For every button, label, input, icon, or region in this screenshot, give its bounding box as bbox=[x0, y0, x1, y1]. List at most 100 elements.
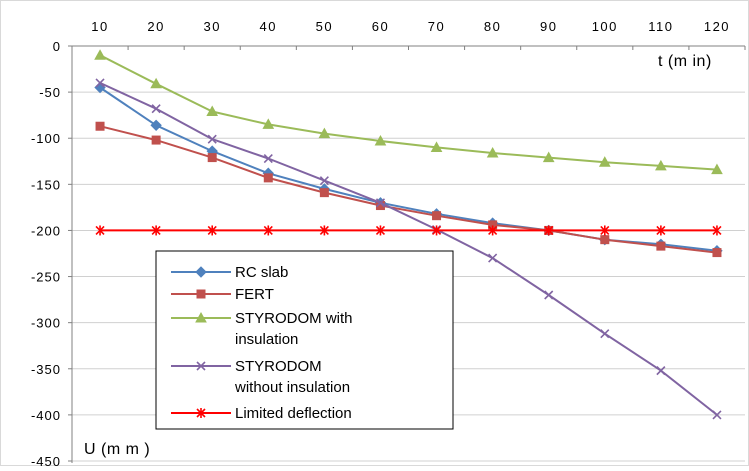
legend-marker bbox=[196, 408, 206, 418]
data-point bbox=[95, 121, 105, 131]
data-point bbox=[207, 225, 217, 236]
series-4 bbox=[95, 225, 722, 236]
data-point bbox=[375, 225, 386, 236]
data-point bbox=[544, 225, 554, 236]
y-tick-label: -350 bbox=[31, 362, 61, 377]
y-tick-label: -250 bbox=[31, 270, 61, 285]
data-point bbox=[207, 153, 217, 163]
legend-item: Limited deflection bbox=[171, 405, 352, 422]
data-point bbox=[432, 211, 442, 221]
data-point bbox=[656, 366, 666, 376]
data-point bbox=[263, 225, 273, 236]
series-line bbox=[99, 81, 718, 416]
data-point bbox=[374, 134, 387, 146]
data-point bbox=[95, 78, 105, 88]
data-point bbox=[151, 104, 161, 114]
data-point bbox=[712, 248, 722, 258]
axis-labels: 0 -50 -100 -150 -200 -250 -300 -350 -400 -450 10 20… bbox=[31, 19, 730, 469]
data-point bbox=[430, 141, 443, 152]
legend-marker bbox=[195, 311, 207, 323]
data-point bbox=[150, 77, 162, 89]
data-point bbox=[598, 156, 611, 167]
x-tick-label: 50 bbox=[316, 19, 333, 34]
x-tick-label: 60 bbox=[372, 19, 389, 34]
data-point bbox=[151, 225, 161, 236]
series-line bbox=[99, 54, 718, 171]
y-tick-label: -150 bbox=[31, 177, 61, 192]
legend-marker bbox=[195, 266, 207, 278]
data-point bbox=[262, 118, 275, 129]
data-point bbox=[375, 198, 386, 208]
x-tick-label: 90 bbox=[540, 19, 557, 34]
data-point bbox=[711, 163, 723, 175]
series-3 bbox=[95, 78, 722, 420]
data-point bbox=[542, 151, 555, 163]
data-point bbox=[318, 127, 331, 139]
series-2 bbox=[94, 49, 723, 175]
legend-item: STYRODOM without insulation bbox=[171, 358, 350, 396]
data-point bbox=[488, 253, 498, 263]
data-point bbox=[150, 119, 162, 132]
data-point bbox=[431, 225, 442, 236]
x-tick-label: 80 bbox=[484, 19, 501, 34]
data-point bbox=[207, 134, 217, 144]
legend-label: without insulation bbox=[234, 379, 350, 396]
data-point bbox=[151, 135, 161, 145]
x-tick-label: 30 bbox=[203, 19, 220, 34]
data-point bbox=[600, 329, 610, 339]
series-line bbox=[99, 86, 718, 252]
x-tick-label: 110 bbox=[648, 19, 673, 34]
data-point bbox=[206, 105, 219, 116]
y-tick-label: -300 bbox=[31, 316, 61, 331]
series-layer bbox=[94, 49, 723, 420]
x-tick-label: 70 bbox=[428, 19, 445, 34]
legend-box bbox=[155, 250, 454, 430]
data-point bbox=[712, 225, 722, 236]
legend-label: Limited deflection bbox=[235, 405, 352, 422]
data-point bbox=[600, 235, 610, 245]
y-tick-label: -200 bbox=[31, 223, 61, 238]
x-tick-label: 120 bbox=[704, 19, 730, 34]
x-tick-label: 100 bbox=[592, 19, 618, 34]
data-point bbox=[600, 225, 610, 236]
legend-label: FERT bbox=[235, 286, 274, 303]
y-tick-label: -50 bbox=[39, 85, 61, 100]
series-1 bbox=[95, 121, 722, 258]
data-point bbox=[319, 176, 329, 186]
data-point bbox=[655, 159, 667, 171]
legend-item: STYRODOM with insulation bbox=[171, 310, 353, 348]
y-tick-label: 0 bbox=[53, 39, 61, 54]
legend-marker bbox=[196, 361, 206, 371]
x-axis-title: t (m in) bbox=[658, 53, 712, 70]
legend-item: FERT bbox=[171, 286, 274, 303]
x-tick-label: 20 bbox=[147, 19, 164, 34]
legend-item: RC slab bbox=[171, 264, 288, 281]
data-point bbox=[656, 225, 666, 236]
data-point bbox=[488, 225, 498, 236]
y-tick-label: -400 bbox=[31, 408, 61, 423]
y-tick-label: -100 bbox=[31, 131, 61, 146]
data-point bbox=[712, 410, 722, 420]
x-tick-label: 40 bbox=[260, 19, 277, 34]
legend-label: insulation bbox=[235, 331, 298, 348]
data-point bbox=[319, 188, 329, 198]
data-point bbox=[544, 290, 554, 300]
data-point bbox=[94, 49, 106, 60]
x-tick-label: 10 bbox=[91, 19, 108, 34]
data-point bbox=[263, 173, 273, 183]
data-point bbox=[319, 225, 329, 236]
series-line bbox=[99, 125, 718, 254]
data-point bbox=[95, 225, 105, 236]
data-point bbox=[263, 153, 273, 164]
y-axis-title: U (m m ) bbox=[84, 441, 150, 458]
legend-label: STYRODOM bbox=[235, 358, 322, 375]
data-point bbox=[656, 241, 666, 251]
data-point bbox=[486, 146, 499, 158]
legend-label: STYRODOM with bbox=[235, 310, 353, 327]
legend-label: RC slab bbox=[235, 264, 288, 281]
legend-marker bbox=[196, 289, 206, 299]
y-tick-label: -450 bbox=[31, 454, 61, 466]
